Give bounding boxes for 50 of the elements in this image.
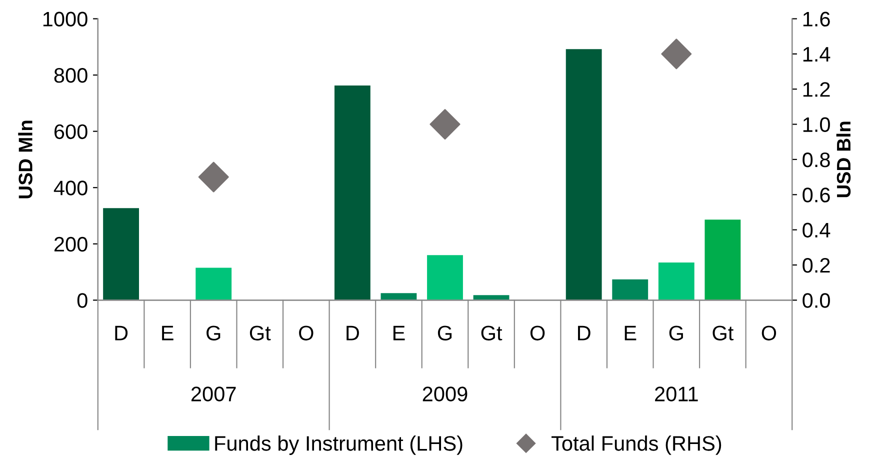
y2-tick-label: 0.6 [802, 188, 830, 202]
y2-tick-label: 1.0 [803, 117, 830, 132]
y-tick-label: 200 [54, 236, 88, 252]
bar [472, 294, 510, 300]
legend-label: Funds by Instrument (LHS) [215, 436, 462, 455]
bar [426, 254, 464, 300]
bar [194, 266, 233, 300]
x-tick-label: G [438, 326, 452, 340]
point [198, 162, 229, 192]
text: 2007 [191, 386, 236, 402]
y-tick-label: 600 [54, 124, 88, 140]
x-tick-label: E [624, 326, 636, 340]
x-tick-label: Gt [712, 326, 734, 340]
y2-axis-title: USD Bln [836, 122, 851, 198]
x-tick-label: D [115, 326, 128, 340]
y-tick-label: 400 [54, 180, 88, 196]
text: 2009 [422, 386, 468, 402]
bar [657, 261, 696, 300]
point [430, 109, 460, 140]
y2-tick-label: 0.0 [802, 293, 830, 308]
x-tick-label: Gt [250, 326, 271, 340]
y2-tick-label: 0.8 [802, 152, 830, 168]
text: 2011 [655, 386, 698, 402]
x-tick-label: D [578, 326, 590, 340]
y2-tick-label: 0.4 [802, 222, 830, 238]
y2-tick-label: 1.2 [803, 82, 830, 97]
bar [611, 278, 650, 300]
y2-tick-label: 1.4 [803, 47, 830, 62]
y-axis-title: USD Mln [18, 120, 32, 198]
x-tick-label: G [206, 326, 220, 340]
y2-tick-label: 1.6 [803, 12, 830, 27]
x-tick-label: G [669, 326, 683, 340]
y2-tick-label: 0.2 [802, 258, 830, 273]
x-tick-label: O [299, 326, 314, 340]
x-tick-label: D [346, 326, 359, 340]
x-tick-label: Gt [481, 326, 502, 340]
y-tick-label: 1000 [43, 12, 88, 27]
legend-label: Total Funds (RHS) [552, 436, 722, 455]
bar [704, 218, 742, 300]
bar [333, 84, 372, 300]
x-tick-label: O [530, 326, 545, 340]
point [661, 38, 692, 70]
x-tick-label: E [393, 326, 405, 340]
bar [102, 207, 140, 300]
bar [380, 292, 418, 300]
x-tick-label: O [762, 326, 776, 340]
y-tick-label: 800 [54, 68, 88, 83]
y-tick-label: 0 [77, 293, 88, 308]
x-tick-label: E [162, 326, 174, 340]
bar [564, 48, 603, 300]
